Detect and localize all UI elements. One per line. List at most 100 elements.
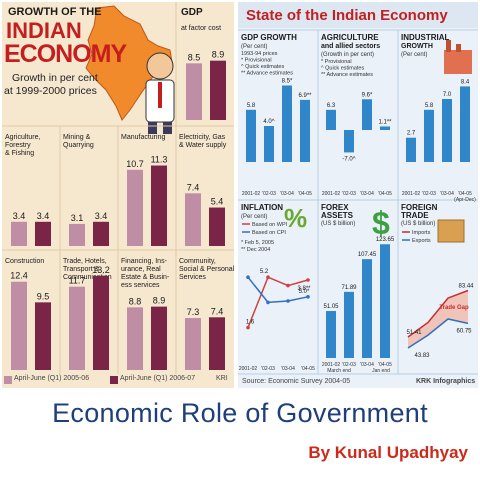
rchart-14-label-exp-3: 60.75 bbox=[456, 328, 472, 334]
rchart-13-label-3: 123.65 bbox=[376, 237, 395, 243]
rchart-10-title-b: and allied sectors bbox=[321, 43, 380, 50]
left-bars-layer: GDP at factor cost 8.5 8.9 Agriculture,Fores… bbox=[5, 7, 234, 370]
rchart-13-cat-0: 2001-02 bbox=[322, 362, 341, 368]
bar-cell-5-1 bbox=[35, 302, 51, 370]
rchart-12-label-0: 1.6 bbox=[246, 320, 255, 326]
rchart-12-pt-1-1 bbox=[266, 300, 270, 305]
rchart-10-bar-2 bbox=[362, 99, 372, 130]
right-panel-grid bbox=[238, 29, 478, 375]
subtitle-line-2: at 1999-2000 prices bbox=[4, 85, 97, 97]
value-label-cell-3-1: 11.3 bbox=[151, 155, 168, 165]
rchart-10-subtitle: (Growth in per cent) bbox=[321, 52, 374, 58]
rchart-9-bar-3 bbox=[300, 99, 310, 162]
value-label-cell-4-0: 7.4 bbox=[187, 182, 200, 192]
cell-4-title-1: & Water supply bbox=[179, 142, 227, 149]
rchart-11-title-b: GROWTH bbox=[401, 43, 433, 50]
value-label-cell-0-1: 8.9 bbox=[212, 50, 225, 60]
rchart-13-subtitle: (US $ billion) bbox=[321, 221, 355, 227]
author-credit: By Kunal Upadhyay bbox=[308, 443, 468, 462]
rchart-11-label-3: 8.4 bbox=[461, 79, 470, 85]
right-credit: KRK Infographics bbox=[416, 378, 476, 385]
bar-cell-2-1 bbox=[93, 221, 109, 246]
cell-6-title-2: Communication bbox=[63, 274, 112, 281]
rchart-11-label-2: 7.0 bbox=[443, 92, 452, 98]
rchart-13-bar-1 bbox=[344, 291, 354, 358]
rchart-9-title: GDP GROWTH bbox=[241, 33, 297, 42]
rchart-13-label-1: 71.89 bbox=[341, 285, 357, 291]
rchart-13-title-b: ASSETS bbox=[321, 211, 354, 220]
factory-icon bbox=[444, 40, 472, 74]
cell-5-title-0: Construction bbox=[5, 258, 44, 265]
right-source: Source: Economic Survey 2004-05 bbox=[242, 378, 351, 385]
rchart-9-label-2: 8.5* bbox=[282, 79, 293, 85]
bar-cell-8-1 bbox=[209, 317, 225, 370]
cell-3-title-0: Manufacturing bbox=[121, 134, 165, 141]
cell-0-title-0: GDP bbox=[181, 7, 203, 18]
rchart-11-bar-2 bbox=[442, 99, 452, 162]
rchart-13-title: FOREX bbox=[321, 203, 349, 212]
rchart-13-label-2: 107.45 bbox=[358, 252, 377, 258]
rchart-14-legend-1: Exports bbox=[412, 238, 431, 244]
rchart-13-label-0: 51.05 bbox=[323, 304, 339, 310]
cartoon-man-icon bbox=[145, 52, 175, 134]
value-label-cell-0-0: 8.5 bbox=[188, 52, 201, 62]
value-label-cell-7-0: 8.8 bbox=[129, 296, 142, 306]
left-credit: KRI bbox=[216, 375, 228, 382]
value-label-cell-4-1: 5.4 bbox=[211, 197, 224, 207]
rchart-13-cat-1: '02-03 bbox=[342, 362, 356, 368]
value-label-cell-1-1: 3.4 bbox=[37, 211, 50, 221]
bar-cell-3-1 bbox=[151, 165, 167, 246]
shipping-box-icon bbox=[437, 219, 465, 243]
rchart-10-note-2: ** Advance estimates bbox=[321, 72, 373, 78]
rchart-10-cat-1: '02-03 bbox=[342, 191, 356, 197]
bar-cell-3-0 bbox=[127, 169, 143, 246]
rchart-14-label-exp-0: 43.83 bbox=[414, 353, 430, 359]
value-label-cell-5-0: 12.4 bbox=[10, 271, 28, 281]
rchart-14-legend-0: Imports bbox=[412, 230, 431, 236]
rchart-12-cat-2: '03-04 bbox=[281, 366, 295, 372]
bar-cell-1-1 bbox=[35, 221, 51, 246]
rchart-10-note-1: ^ Quick estimates bbox=[321, 66, 364, 72]
page-title: Economic Role of Government bbox=[52, 398, 428, 428]
rchart-12-cat-0: 2001-02 bbox=[239, 366, 258, 372]
value-label-cell-8-1: 7.4 bbox=[211, 306, 224, 316]
value-label-cell-6-1: 13.2 bbox=[92, 265, 110, 275]
rchart-14-line-0 bbox=[407, 289, 469, 338]
rchart-13-catnote-3: Jan end bbox=[372, 368, 390, 374]
value-label-cell-3-0: 10.7 bbox=[126, 159, 144, 169]
rchart-13-catnote-0: March end bbox=[327, 368, 351, 374]
rchart-11-label-0: 2.7 bbox=[407, 131, 416, 137]
cell-8-title-2: Services bbox=[179, 274, 206, 281]
rchart-9-note-2: ^ Quick estimates bbox=[241, 64, 284, 70]
rchart-12-line-0 bbox=[247, 276, 309, 328]
value-label-cell-1-0: 3.4 bbox=[13, 211, 26, 221]
rchart-11-subtitle: (Per cent) bbox=[401, 52, 427, 58]
rchart-13-bar-0 bbox=[326, 311, 336, 358]
rchart-14-label-imp-3: 83.44 bbox=[458, 284, 474, 290]
cell-1-title-0: Agriculture, bbox=[5, 134, 40, 141]
rchart-12-pt-0-2 bbox=[286, 283, 290, 288]
cell-7-title-1: urance, Real bbox=[121, 266, 161, 273]
cell-8-title-0: Community, bbox=[179, 258, 216, 265]
bar-cell-8-0 bbox=[185, 318, 201, 370]
bar-cell-0-1 bbox=[210, 60, 226, 120]
rchart-11-bar-1 bbox=[424, 109, 434, 162]
rchart-10-cat-2: '03-04 bbox=[360, 191, 374, 197]
rchart-11-bar-0 bbox=[406, 137, 416, 162]
rchart-10-label-3: 1.1** bbox=[378, 119, 392, 125]
value-label-cell-8-0: 7.3 bbox=[187, 307, 200, 317]
rchart-14-label-imp-0: 51.41 bbox=[406, 330, 422, 336]
legend-label-2006: April-June (Q1) 2006-07 bbox=[120, 375, 196, 382]
bar-cell-4-1 bbox=[209, 207, 225, 246]
india-map-shape bbox=[85, 5, 173, 121]
rchart-11-cat-0: 2001-02 bbox=[402, 191, 421, 197]
rchart-9-cat-0: 2001-02 bbox=[242, 191, 261, 197]
bar-cell-1-0 bbox=[11, 221, 27, 246]
rchart-9-bar-1 bbox=[264, 126, 274, 162]
rchart-11-cat-2: '03-04 bbox=[440, 191, 454, 197]
cell-7-title-3: ess services bbox=[121, 282, 160, 289]
rchart-12-cat-1: '02-03 bbox=[261, 366, 275, 372]
rchart-10-cat-0: 2001-02 bbox=[322, 191, 341, 197]
value-label-cell-7-1: 8.9 bbox=[153, 296, 166, 306]
rchart-13-cat-2: '03-04 bbox=[360, 362, 374, 368]
